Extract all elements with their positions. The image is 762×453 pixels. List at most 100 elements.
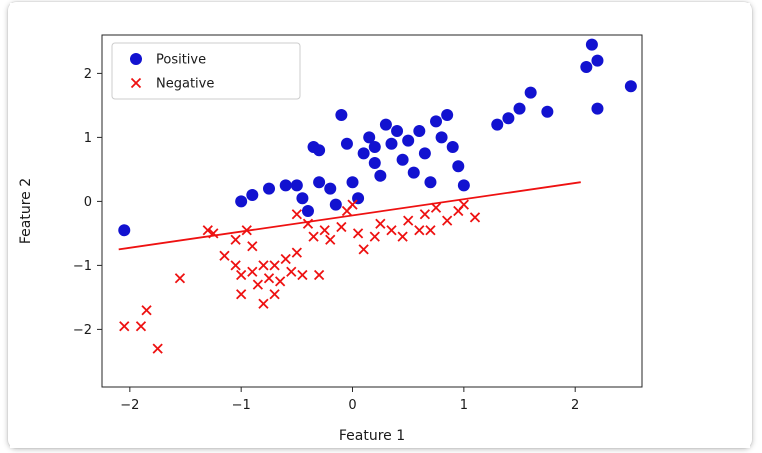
data-point-negative xyxy=(336,221,347,233)
data-point-negative xyxy=(141,305,152,316)
data-point-positive xyxy=(329,198,342,211)
legend-label: Negative xyxy=(156,77,214,92)
y-tick-label: 2 xyxy=(84,67,92,82)
y-tick-label: −2 xyxy=(73,323,92,338)
chart-card: −2 −1 0 1 2 −2 −1 0 1 2 Feature 1 Feature 2 Positive… xyxy=(8,2,752,448)
data-point-negative xyxy=(174,273,186,284)
data-point-positive xyxy=(491,118,504,131)
data-point-positive xyxy=(585,38,598,51)
data-point-positive xyxy=(524,86,537,99)
data-point-negative xyxy=(258,260,269,271)
legend-marker-positive xyxy=(130,53,142,65)
data-point-positive xyxy=(357,147,370,160)
data-point-positive xyxy=(424,176,437,189)
data-point-negative xyxy=(202,225,213,236)
data-point-positive xyxy=(430,115,443,128)
data-point-negative xyxy=(386,225,397,236)
data-point-positive xyxy=(624,80,637,93)
scatter-plot: −2 −1 0 1 2 −2 −1 0 1 2 Feature 1 Feature 2 Positive… xyxy=(10,3,750,448)
data-point-positive xyxy=(279,179,292,192)
data-point-negative xyxy=(230,234,241,245)
data-point-positive xyxy=(335,109,348,121)
legend-box xyxy=(111,42,301,100)
x-tick-label: −1 xyxy=(232,398,251,413)
data-point-negative xyxy=(352,228,364,239)
data-point-positive xyxy=(407,166,420,179)
data-point-negative xyxy=(308,231,319,242)
y-tick-label: 0 xyxy=(84,195,92,210)
data-point-negative xyxy=(291,247,302,258)
data-point-positive xyxy=(118,224,131,237)
data-point-positive xyxy=(379,118,392,131)
data-point-positive xyxy=(368,141,381,153)
data-point-positive xyxy=(502,112,515,125)
data-point-negative xyxy=(419,209,431,220)
data-point-negative xyxy=(258,298,269,309)
data-point-positive xyxy=(541,105,554,118)
data-point-positive xyxy=(446,141,459,153)
data-point-positive xyxy=(296,192,309,205)
data-point-positive xyxy=(374,169,387,182)
data-point-negative xyxy=(286,266,297,277)
legend-marker-negative xyxy=(130,77,142,89)
data-point-negative xyxy=(230,260,241,271)
data-point-positive xyxy=(435,131,448,144)
data-point-negative xyxy=(247,266,258,277)
data-point-negative xyxy=(135,321,147,332)
data-point-negative xyxy=(325,234,336,245)
data-point-positive xyxy=(368,157,381,169)
data-point-negative xyxy=(280,253,291,265)
data-point-positive xyxy=(452,160,465,173)
data-point-positive xyxy=(457,179,470,192)
data-point-positive xyxy=(340,137,353,150)
data-point-negative xyxy=(313,269,325,281)
data-point-negative xyxy=(219,250,230,261)
data-point-positive xyxy=(346,176,359,189)
x-axis-label: Feature 1 xyxy=(339,428,405,444)
data-point-negative xyxy=(269,260,280,271)
data-point-negative xyxy=(269,289,280,300)
data-point-negative xyxy=(236,289,247,300)
data-point-negative xyxy=(375,218,386,229)
data-point-negative xyxy=(347,199,358,210)
data-point-negative xyxy=(275,276,286,287)
data-point-negative xyxy=(425,225,436,236)
data-point-positive xyxy=(402,134,415,147)
data-point-negative xyxy=(442,215,453,226)
data-point-positive xyxy=(418,147,431,160)
data-point-negative xyxy=(469,212,481,223)
data-point-negative xyxy=(297,269,308,281)
data-point-positive xyxy=(385,137,398,150)
data-point-negative xyxy=(291,209,302,220)
data-point-negative xyxy=(430,202,442,213)
data-point-positive xyxy=(324,182,337,195)
data-point-positive xyxy=(301,205,314,217)
data-point-negative xyxy=(319,225,330,236)
data-point-positive xyxy=(441,109,454,121)
data-point-positive xyxy=(235,195,248,208)
data-point-negative xyxy=(236,269,247,281)
data-point-negative xyxy=(263,273,275,284)
data-point-negative xyxy=(369,231,380,242)
data-point-positive xyxy=(246,189,259,201)
x-tick-label: 2 xyxy=(571,398,579,413)
x-tick-label: 1 xyxy=(460,398,468,413)
data-point-negative xyxy=(119,321,130,332)
data-point-positive xyxy=(591,54,604,67)
data-point-negative xyxy=(414,225,425,236)
legend-label: Positive xyxy=(156,53,206,68)
data-point-positive xyxy=(290,179,303,192)
y-tick-label: 1 xyxy=(84,131,92,146)
data-point-positive xyxy=(363,131,376,144)
data-point-positive xyxy=(591,102,604,115)
data-point-negative xyxy=(252,279,264,290)
data-point-positive xyxy=(413,125,426,137)
x-tick-label: −2 xyxy=(120,398,139,413)
data-point-negative xyxy=(458,199,469,210)
x-tick-label: 0 xyxy=(348,398,356,413)
data-point-positive xyxy=(580,61,593,73)
y-axis-label: Feature 2 xyxy=(18,178,34,244)
data-point-negative xyxy=(358,244,369,255)
data-point-negative xyxy=(403,215,414,226)
data-point-positive xyxy=(513,102,526,115)
